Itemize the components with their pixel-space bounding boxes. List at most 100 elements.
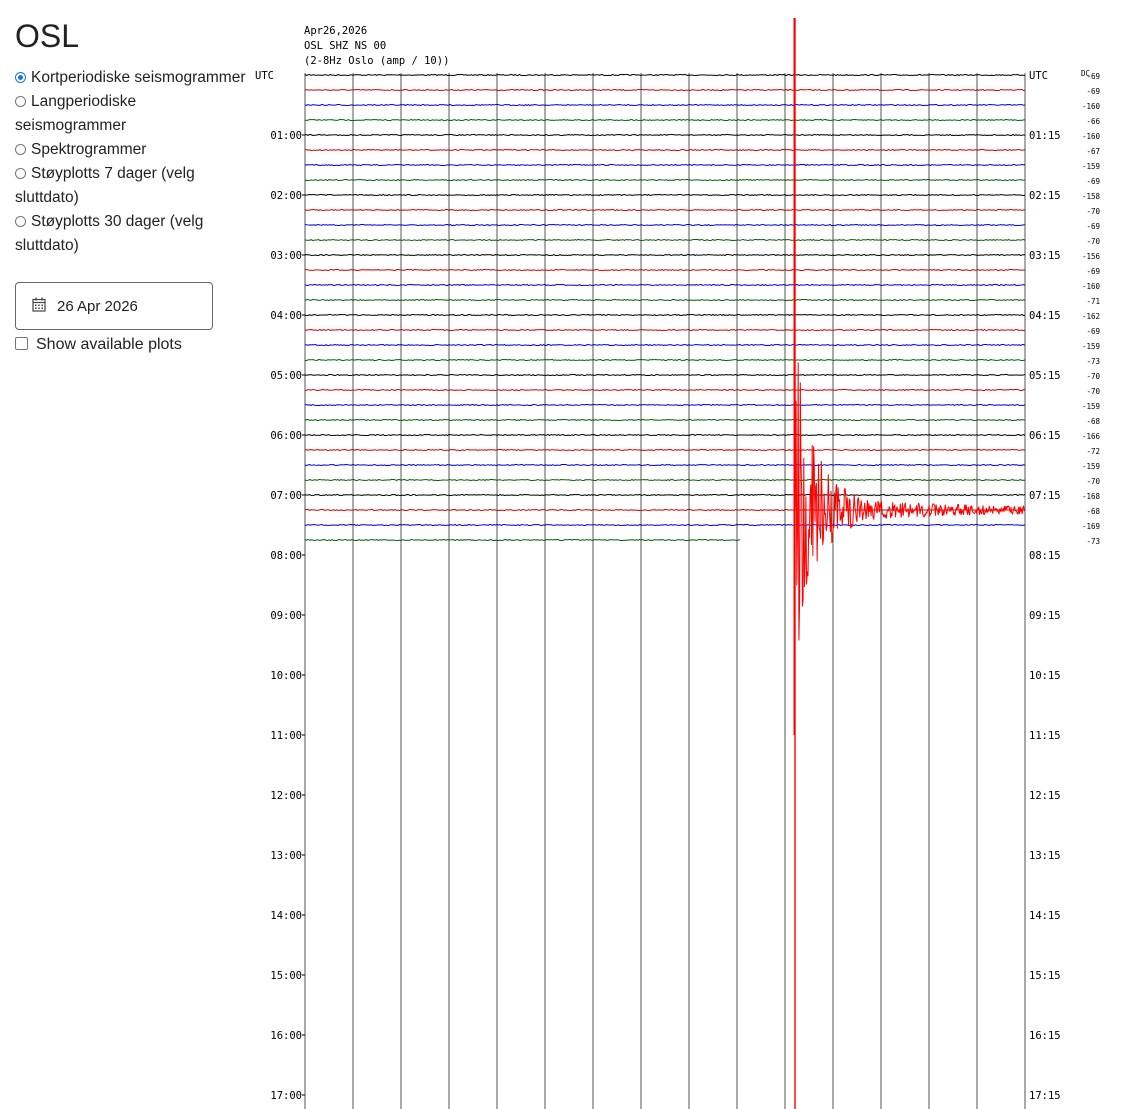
hour-label-right: 04:15: [1029, 310, 1061, 322]
hour-label-right: 01:15: [1029, 130, 1061, 142]
hour-label-right: 16:15: [1029, 1030, 1061, 1042]
trace-row: [304, 388, 1026, 392]
dc-value: -70: [1086, 477, 1100, 486]
plot-header-line: (2-8Hz Oslo (amp / 10)): [304, 55, 449, 67]
dc-value: -159: [1082, 462, 1100, 471]
utc-label-left: UTC: [255, 70, 274, 82]
radio-label: Støyplotts 7 dager (velg: [31, 165, 195, 182]
show-available-toggle[interactable]: Show available plots: [15, 334, 182, 356]
hour-label-left: 02:00: [270, 190, 302, 202]
hour-label-left: 14:00: [270, 910, 302, 922]
hour-label-right: 14:15: [1029, 910, 1061, 922]
trace-row: [304, 223, 1026, 227]
radio-stoyplotts-7[interactable]: Støyplotts 7 dager (velg sluttdato): [15, 162, 195, 210]
dc-value: -69: [1086, 87, 1100, 96]
trace-row: [304, 238, 1026, 242]
hour-label-right: 13:15: [1029, 850, 1061, 862]
station-title: OSL: [15, 18, 80, 54]
hour-label-left: 12:00: [270, 790, 302, 802]
trace-row: [304, 298, 1026, 302]
hour-label-right: 03:15: [1029, 250, 1061, 262]
radio-button[interactable]: [15, 144, 26, 155]
checkbox[interactable]: [15, 337, 28, 350]
radio-label-cont: sluttdato): [15, 237, 79, 254]
dc-value: -69: [1086, 222, 1100, 231]
radio-label-cont: seismogrammer: [15, 117, 127, 134]
checkbox-label: Show available plots: [36, 336, 182, 353]
trace-row: [304, 148, 1026, 152]
hour-label-right: 10:15: [1029, 670, 1061, 682]
hour-label-right: 15:15: [1029, 970, 1061, 982]
dc-value: -159: [1082, 162, 1100, 171]
radio-kortperiodiske[interactable]: Kortperiodiske seismogrammer: [15, 66, 246, 90]
radio-stoyplotts-30[interactable]: Støyplotts 30 dager (velg sluttdato): [15, 210, 203, 258]
dc-value: -68: [1086, 507, 1100, 516]
radio-label: Støyplotts 30 dager (velg: [31, 213, 204, 230]
trace-row: [304, 178, 1026, 182]
hour-label-left: 01:00: [270, 130, 302, 142]
hour-label-left: 16:00: [270, 1030, 302, 1042]
hour-label-right: 17:15: [1029, 1090, 1061, 1102]
radio-button[interactable]: [15, 216, 26, 227]
radio-button[interactable]: [15, 96, 26, 107]
calendar-icon: [32, 297, 46, 312]
radio-button[interactable]: [15, 168, 26, 179]
hour-label-left: 06:00: [270, 430, 302, 442]
hour-label-right: 07:15: [1029, 490, 1061, 502]
trace-row: [304, 133, 1026, 137]
hour-label-left: 10:00: [270, 670, 302, 682]
hour-label-left: 17:00: [270, 1090, 302, 1102]
dc-value: -67: [1086, 147, 1100, 156]
hour-label-left: 07:00: [270, 490, 302, 502]
radio-label: Kortperiodiske seismogrammer: [31, 69, 246, 86]
date-picker[interactable]: 26 Apr 2026: [15, 282, 213, 330]
radio-spektrogrammer[interactable]: Spektrogrammer: [15, 138, 146, 162]
trace-row: [304, 538, 741, 542]
dc-value: -66: [1086, 117, 1100, 126]
dc-value: -70: [1086, 237, 1100, 246]
hour-label-left: 08:00: [270, 550, 302, 562]
trace-row: [304, 343, 1026, 347]
hour-label-left: 05:00: [270, 370, 302, 382]
hour-label-right: 06:15: [1029, 430, 1061, 442]
dc-value: -72: [1086, 447, 1100, 456]
dc-value: -158: [1082, 192, 1101, 201]
dc-value: -73: [1086, 357, 1100, 366]
trace-row: [304, 193, 1026, 197]
dc-value: -73: [1086, 537, 1100, 546]
hour-label-left: 03:00: [270, 250, 302, 262]
dc-value: -71: [1086, 297, 1100, 306]
trace-row: [304, 103, 1026, 107]
trace-row: [304, 448, 1026, 452]
dc-value: -68: [1086, 417, 1100, 426]
trace-row: [304, 478, 1026, 482]
dc-value: -69: [1086, 327, 1100, 336]
dc-value: -166: [1082, 432, 1101, 441]
trace-row: [304, 493, 1026, 497]
dc-value: -70: [1086, 207, 1100, 216]
plot-header-line: OSL SHZ NS 00: [304, 40, 386, 52]
trace-row: [304, 358, 1026, 362]
hour-label-left: 15:00: [270, 970, 302, 982]
dc-value: -160: [1082, 132, 1101, 141]
sidebar: OSL Kortperiodiske seismogrammer Langper…: [0, 0, 255, 1109]
trace-row: [304, 163, 1026, 167]
trace-row: [304, 463, 1026, 467]
hour-label-right: 02:15: [1029, 190, 1061, 202]
trace-row: [304, 88, 1026, 92]
radio-langperiodiske[interactable]: Langperiodiske seismogrammer: [15, 90, 136, 138]
radio-label: Langperiodiske: [31, 93, 137, 110]
dc-value: -69: [1086, 267, 1100, 276]
trace-row: [304, 208, 1026, 212]
trace-row: [304, 373, 1026, 377]
trace-row: [304, 283, 1026, 287]
trace-row: [304, 403, 1026, 407]
radio-button-selected[interactable]: [15, 72, 26, 83]
trace-row: [304, 313, 1026, 317]
hour-label-right: 12:15: [1029, 790, 1061, 802]
dc-label: DC: [1081, 69, 1090, 78]
trace-row: [304, 523, 1026, 527]
hour-label-right: 08:15: [1029, 550, 1061, 562]
dc-value: -70: [1086, 387, 1100, 396]
seismogram-plot: Apr26,2026 OSL SHZ NS 00 (2-8Hz Oslo (amp …: [255, 18, 1101, 1109]
